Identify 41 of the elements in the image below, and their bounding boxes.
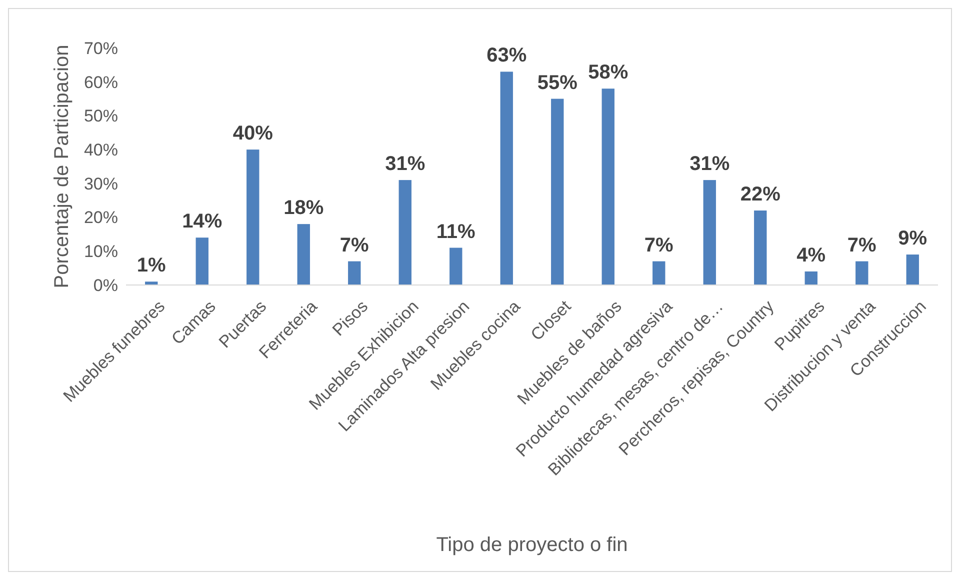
data-label: 55% — [537, 72, 578, 94]
y-tick-label: 50% — [84, 106, 118, 126]
data-label: 7% — [847, 234, 877, 256]
x-axis-title: Tipo de proyecto o fin — [436, 534, 628, 556]
data-label: 1% — [136, 254, 166, 277]
data-label: 18% — [284, 197, 324, 220]
bar — [348, 261, 361, 285]
data-label: 22% — [740, 184, 781, 206]
bar — [500, 72, 513, 285]
bar — [297, 224, 310, 285]
y-axis-title: Porcentaje de Participacion — [51, 44, 73, 288]
y-tick-label: 20% — [84, 208, 118, 228]
bar — [856, 261, 868, 285]
data-label: 58% — [588, 62, 628, 84]
data-label: 31% — [385, 153, 426, 176]
y-tick-label: 70% — [84, 38, 118, 58]
bar — [906, 254, 919, 285]
data-label: 4% — [796, 244, 826, 266]
bar — [246, 150, 260, 285]
bar — [196, 238, 208, 285]
bar — [450, 248, 462, 285]
y-tick-label: 10% — [84, 242, 118, 262]
data-label: 63% — [486, 44, 527, 67]
bar — [652, 261, 666, 285]
bar — [754, 210, 767, 285]
y-tick-label: 40% — [84, 140, 118, 160]
data-label: 31% — [690, 153, 730, 176]
bar — [398, 180, 412, 285]
data-label: 9% — [898, 228, 928, 250]
data-label: 7% — [644, 234, 674, 256]
data-label: 14% — [182, 210, 222, 233]
data-label: 11% — [436, 220, 476, 243]
y-tick-label: 0% — [93, 276, 118, 295]
data-label: 40% — [232, 122, 274, 145]
data-label: 7% — [340, 234, 370, 256]
bar — [804, 271, 818, 285]
bar — [551, 98, 564, 285]
bar — [602, 88, 614, 285]
bar — [703, 180, 716, 285]
y-tick-label: 30% — [84, 174, 118, 194]
y-tick-label: 60% — [84, 72, 118, 92]
